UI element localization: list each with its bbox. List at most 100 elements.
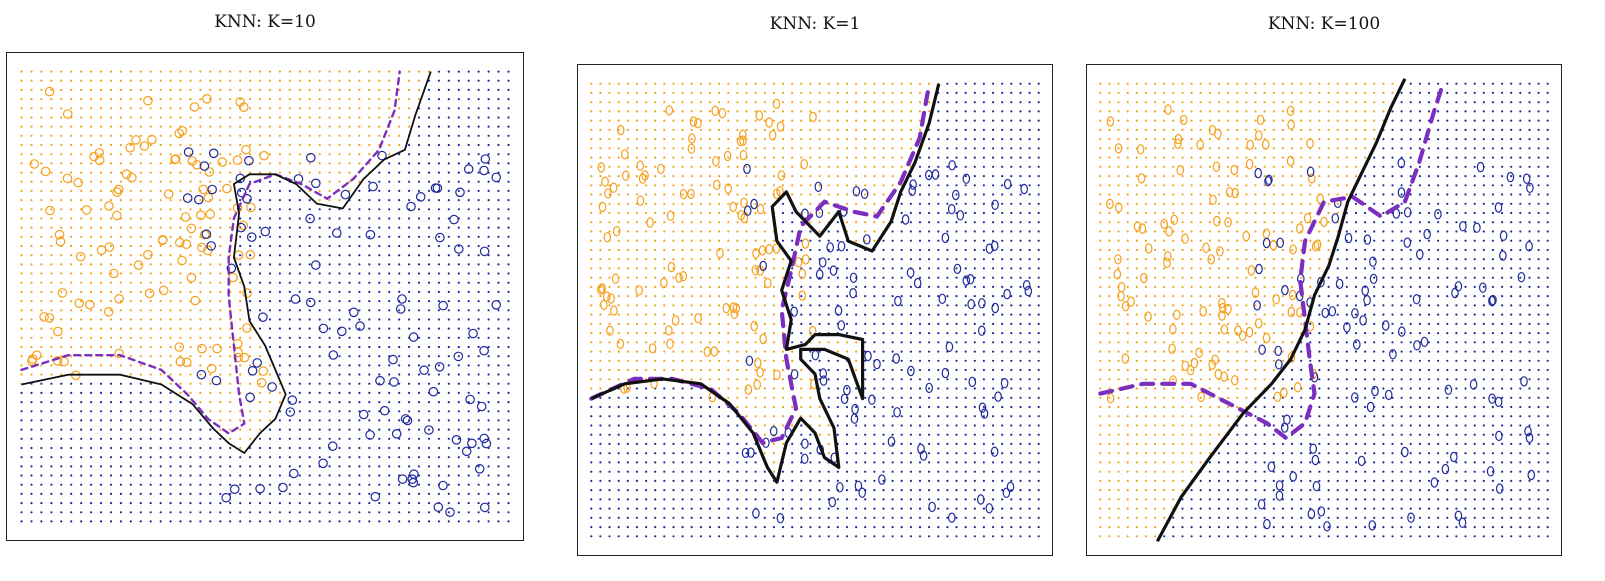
grid-point (800, 470, 803, 473)
grid-point (845, 304, 849, 307)
grid-point (467, 456, 470, 459)
grid-point (672, 415, 675, 418)
grid-point (699, 82, 702, 85)
grid-point (900, 341, 903, 344)
grid-point (40, 511, 43, 514)
grid-point (681, 461, 684, 464)
grid-point (209, 456, 212, 459)
grid-point (654, 516, 657, 519)
grid-point (308, 419, 311, 422)
grid-point (338, 401, 341, 404)
grid-point (736, 193, 739, 196)
grid-point (149, 244, 152, 248)
grid-point (368, 391, 371, 394)
observation (449, 214, 459, 225)
grid-point (318, 419, 321, 422)
grid-point (855, 405, 858, 409)
grid-point (189, 143, 192, 147)
grid-point (791, 341, 794, 344)
grid-point (338, 300, 341, 303)
grid-point (50, 336, 53, 339)
grid-point (278, 217, 281, 220)
grid-point (417, 290, 421, 293)
grid-point (928, 184, 931, 187)
grid-point (791, 193, 794, 196)
grid-point (219, 483, 222, 486)
grid-point (129, 79, 132, 82)
observation (217, 157, 228, 167)
grid-point (268, 107, 272, 110)
grid-point (129, 474, 132, 477)
observation (238, 220, 248, 231)
grid-point (189, 125, 192, 128)
grid-point (599, 165, 602, 168)
grid-point (179, 456, 182, 459)
grid-point (964, 359, 967, 362)
grid-point (318, 401, 321, 404)
grid-point (617, 156, 620, 159)
grid-point (645, 535, 648, 538)
grid-point (427, 107, 431, 110)
grid-point (318, 318, 321, 321)
grid-point (736, 258, 739, 261)
grid-point (169, 244, 172, 248)
grid-point (654, 258, 657, 261)
observation (104, 242, 115, 252)
grid-point (946, 82, 949, 85)
grid-point (258, 327, 262, 330)
grid-point (139, 456, 142, 459)
grid-point (139, 235, 142, 238)
observation (391, 428, 402, 439)
observation (318, 323, 329, 334)
grid-point (199, 98, 202, 101)
grid-point (626, 461, 629, 464)
grid-point (30, 336, 33, 339)
grid-point (608, 101, 611, 104)
grid-point (763, 424, 766, 427)
grid-point (845, 470, 849, 473)
grid-point (681, 498, 684, 501)
grid-point (388, 446, 391, 450)
grid-point (288, 327, 291, 330)
grid-point (328, 189, 331, 192)
grid-point (179, 345, 182, 349)
grid-point (278, 125, 281, 128)
grid-point (900, 378, 903, 381)
grid-point (398, 327, 401, 330)
grid-point (129, 492, 132, 495)
grid-point (672, 258, 675, 261)
grid-point (599, 110, 602, 113)
grid-point (681, 184, 684, 187)
grid-point (818, 211, 821, 215)
grid-point (982, 184, 985, 187)
observation (232, 155, 243, 165)
grid-point (827, 119, 830, 122)
grid-point (955, 147, 958, 150)
grid-point (60, 189, 63, 192)
grid-point (457, 199, 460, 202)
grid-point (918, 230, 922, 233)
grid-point (467, 345, 470, 349)
grid-point (80, 98, 83, 101)
grid-point (699, 452, 702, 455)
grid-point (617, 350, 620, 353)
grid-point (809, 415, 812, 418)
observation (388, 354, 398, 365)
grid-point (249, 336, 252, 339)
grid-point (791, 156, 794, 159)
grid-point (937, 285, 940, 288)
grid-point (417, 336, 421, 339)
grid-point (909, 91, 912, 94)
grid-point (358, 446, 361, 450)
grid-point (40, 70, 43, 73)
grid-point (298, 391, 301, 394)
grid-point (964, 230, 967, 233)
grid-point (239, 125, 242, 128)
grid-point (50, 355, 53, 358)
grid-point (864, 91, 867, 94)
grid-point (348, 511, 351, 514)
grid-point (864, 156, 867, 159)
observation (267, 382, 277, 392)
grid-point (457, 116, 460, 119)
grid-point (487, 217, 490, 220)
